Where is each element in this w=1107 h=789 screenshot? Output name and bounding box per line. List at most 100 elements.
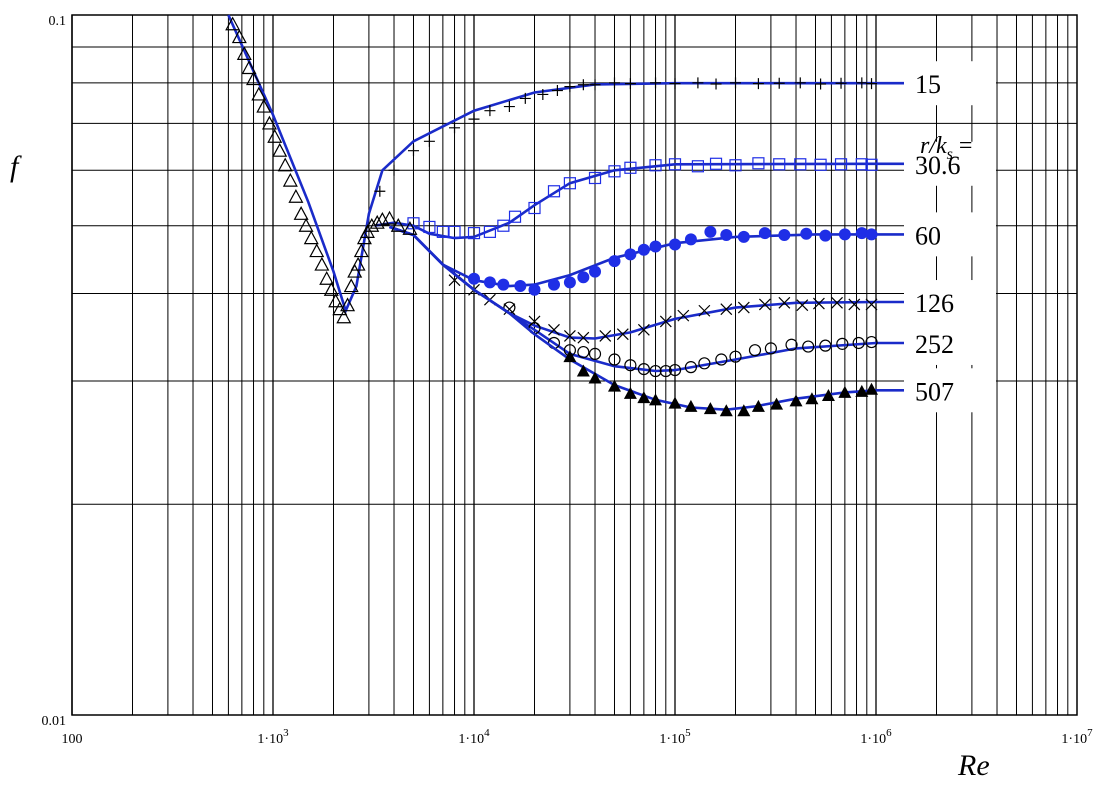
square-marker: [497, 219, 510, 232]
filled-circle-marker: [589, 265, 602, 278]
cross-marker: [548, 323, 560, 336]
series-15: [227, 14, 906, 315]
open-triangle-marker: [319, 270, 335, 285]
filled-circle-marker: [563, 276, 576, 289]
cross-marker: [637, 323, 650, 336]
cross-marker: [677, 309, 690, 322]
x-tick-label: 100: [62, 732, 83, 747]
square-marker: [588, 171, 602, 185]
open-triangle-marker: [293, 206, 309, 220]
square-marker: [729, 159, 742, 172]
cross-marker: [848, 298, 861, 311]
cross-marker: [503, 303, 516, 316]
series-label: 126: [915, 289, 954, 318]
open-triangle-marker: [303, 230, 319, 245]
open-circle-marker: [659, 364, 672, 378]
open-triangle-marker: [314, 256, 330, 271]
legend-title-main: r/k: [920, 133, 947, 159]
plus-marker: [468, 113, 480, 125]
filled-triangle-marker: [737, 404, 751, 417]
cross-marker: [659, 315, 672, 328]
cross-marker: [577, 331, 590, 344]
x-tick-label: 1·104: [458, 727, 490, 747]
filled-triangle-marker: [855, 384, 869, 397]
filled-circle-marker: [528, 283, 541, 296]
filled-circle-marker: [577, 271, 590, 284]
filled-circle-marker: [838, 228, 851, 241]
filled-triangle-marker: [703, 402, 717, 415]
open-triangle-marker: [340, 297, 356, 312]
open-triangle-marker: [261, 115, 277, 130]
square-marker: [483, 225, 497, 238]
x-tick-label: 1·107: [1061, 727, 1093, 747]
plus-marker: [692, 77, 704, 89]
plus-marker: [815, 78, 827, 90]
filled-triangle-marker: [668, 396, 682, 409]
series-curve: [227, 14, 906, 315]
series-points: [563, 350, 879, 417]
series-label-bg: [904, 320, 996, 365]
series-curve: [389, 225, 906, 412]
filled-triangle-marker: [576, 364, 590, 377]
open-circle-marker: [865, 335, 878, 349]
filled-circle-marker: [819, 229, 832, 242]
filled-circle-marker: [778, 228, 791, 241]
square-marker: [624, 161, 637, 174]
filled-circle-marker: [483, 276, 496, 289]
open-triangle-marker: [390, 217, 406, 232]
open-circle-marker: [748, 344, 762, 357]
open-triangle-marker: [288, 188, 304, 203]
series-30-6: [374, 157, 906, 240]
open-triangle-marker: [402, 221, 418, 235]
open-triangle-marker: [267, 128, 283, 143]
plus-marker: [484, 105, 496, 117]
filled-circle-marker: [758, 227, 771, 240]
square-marker: [855, 158, 868, 171]
open-triangle-marker: [336, 309, 352, 324]
cross-marker: [831, 296, 843, 309]
legend-title-sub: s: [947, 146, 953, 163]
filled-triangle-marker: [684, 399, 698, 412]
filled-triangle-marker: [563, 350, 577, 363]
open-triangle-marker: [382, 210, 398, 225]
plus-marker: [624, 78, 636, 90]
square-marker: [423, 220, 436, 234]
open-circle-marker: [577, 345, 590, 359]
plus-marker: [519, 92, 531, 104]
open-triangle-marker: [350, 256, 366, 271]
cross-marker: [720, 303, 733, 316]
open-circle-marker: [649, 364, 662, 378]
square-marker: [508, 210, 522, 223]
open-triangle-marker: [225, 16, 241, 31]
plus-marker: [407, 145, 419, 157]
filled-triangle-marker: [623, 386, 637, 399]
plus-marker: [608, 77, 620, 89]
square-marker: [814, 158, 827, 171]
plot-frame: [71, 14, 1078, 716]
filled-triangle-marker: [821, 389, 835, 402]
square-marker: [649, 159, 662, 172]
filled-circle-marker: [704, 225, 717, 238]
filled-circle-marker: [684, 233, 697, 246]
open-triangle-marker: [251, 86, 267, 101]
open-circle-marker: [608, 353, 621, 366]
series-label: 252: [915, 330, 954, 359]
cross-marker: [599, 329, 612, 342]
open-circle-marker: [802, 340, 815, 353]
cross-marker: [812, 297, 825, 310]
open-circle-marker: [852, 336, 865, 350]
open-circle-marker: [698, 357, 711, 370]
series-points: [468, 225, 878, 296]
open-triangle-marker: [256, 98, 272, 113]
series-label: 60: [915, 221, 941, 250]
filled-triangle-marker: [719, 404, 733, 417]
series-label-bg: [904, 141, 996, 186]
x-tick-label: 1·106: [860, 727, 892, 747]
open-circle-marker: [764, 342, 778, 355]
plus-marker: [710, 78, 722, 90]
open-triangle-marker: [353, 243, 369, 258]
open-circle-marker: [668, 363, 682, 377]
filled-triangle-marker: [607, 379, 621, 392]
open-circle-marker: [819, 339, 832, 352]
open-triangle-marker: [323, 282, 339, 296]
